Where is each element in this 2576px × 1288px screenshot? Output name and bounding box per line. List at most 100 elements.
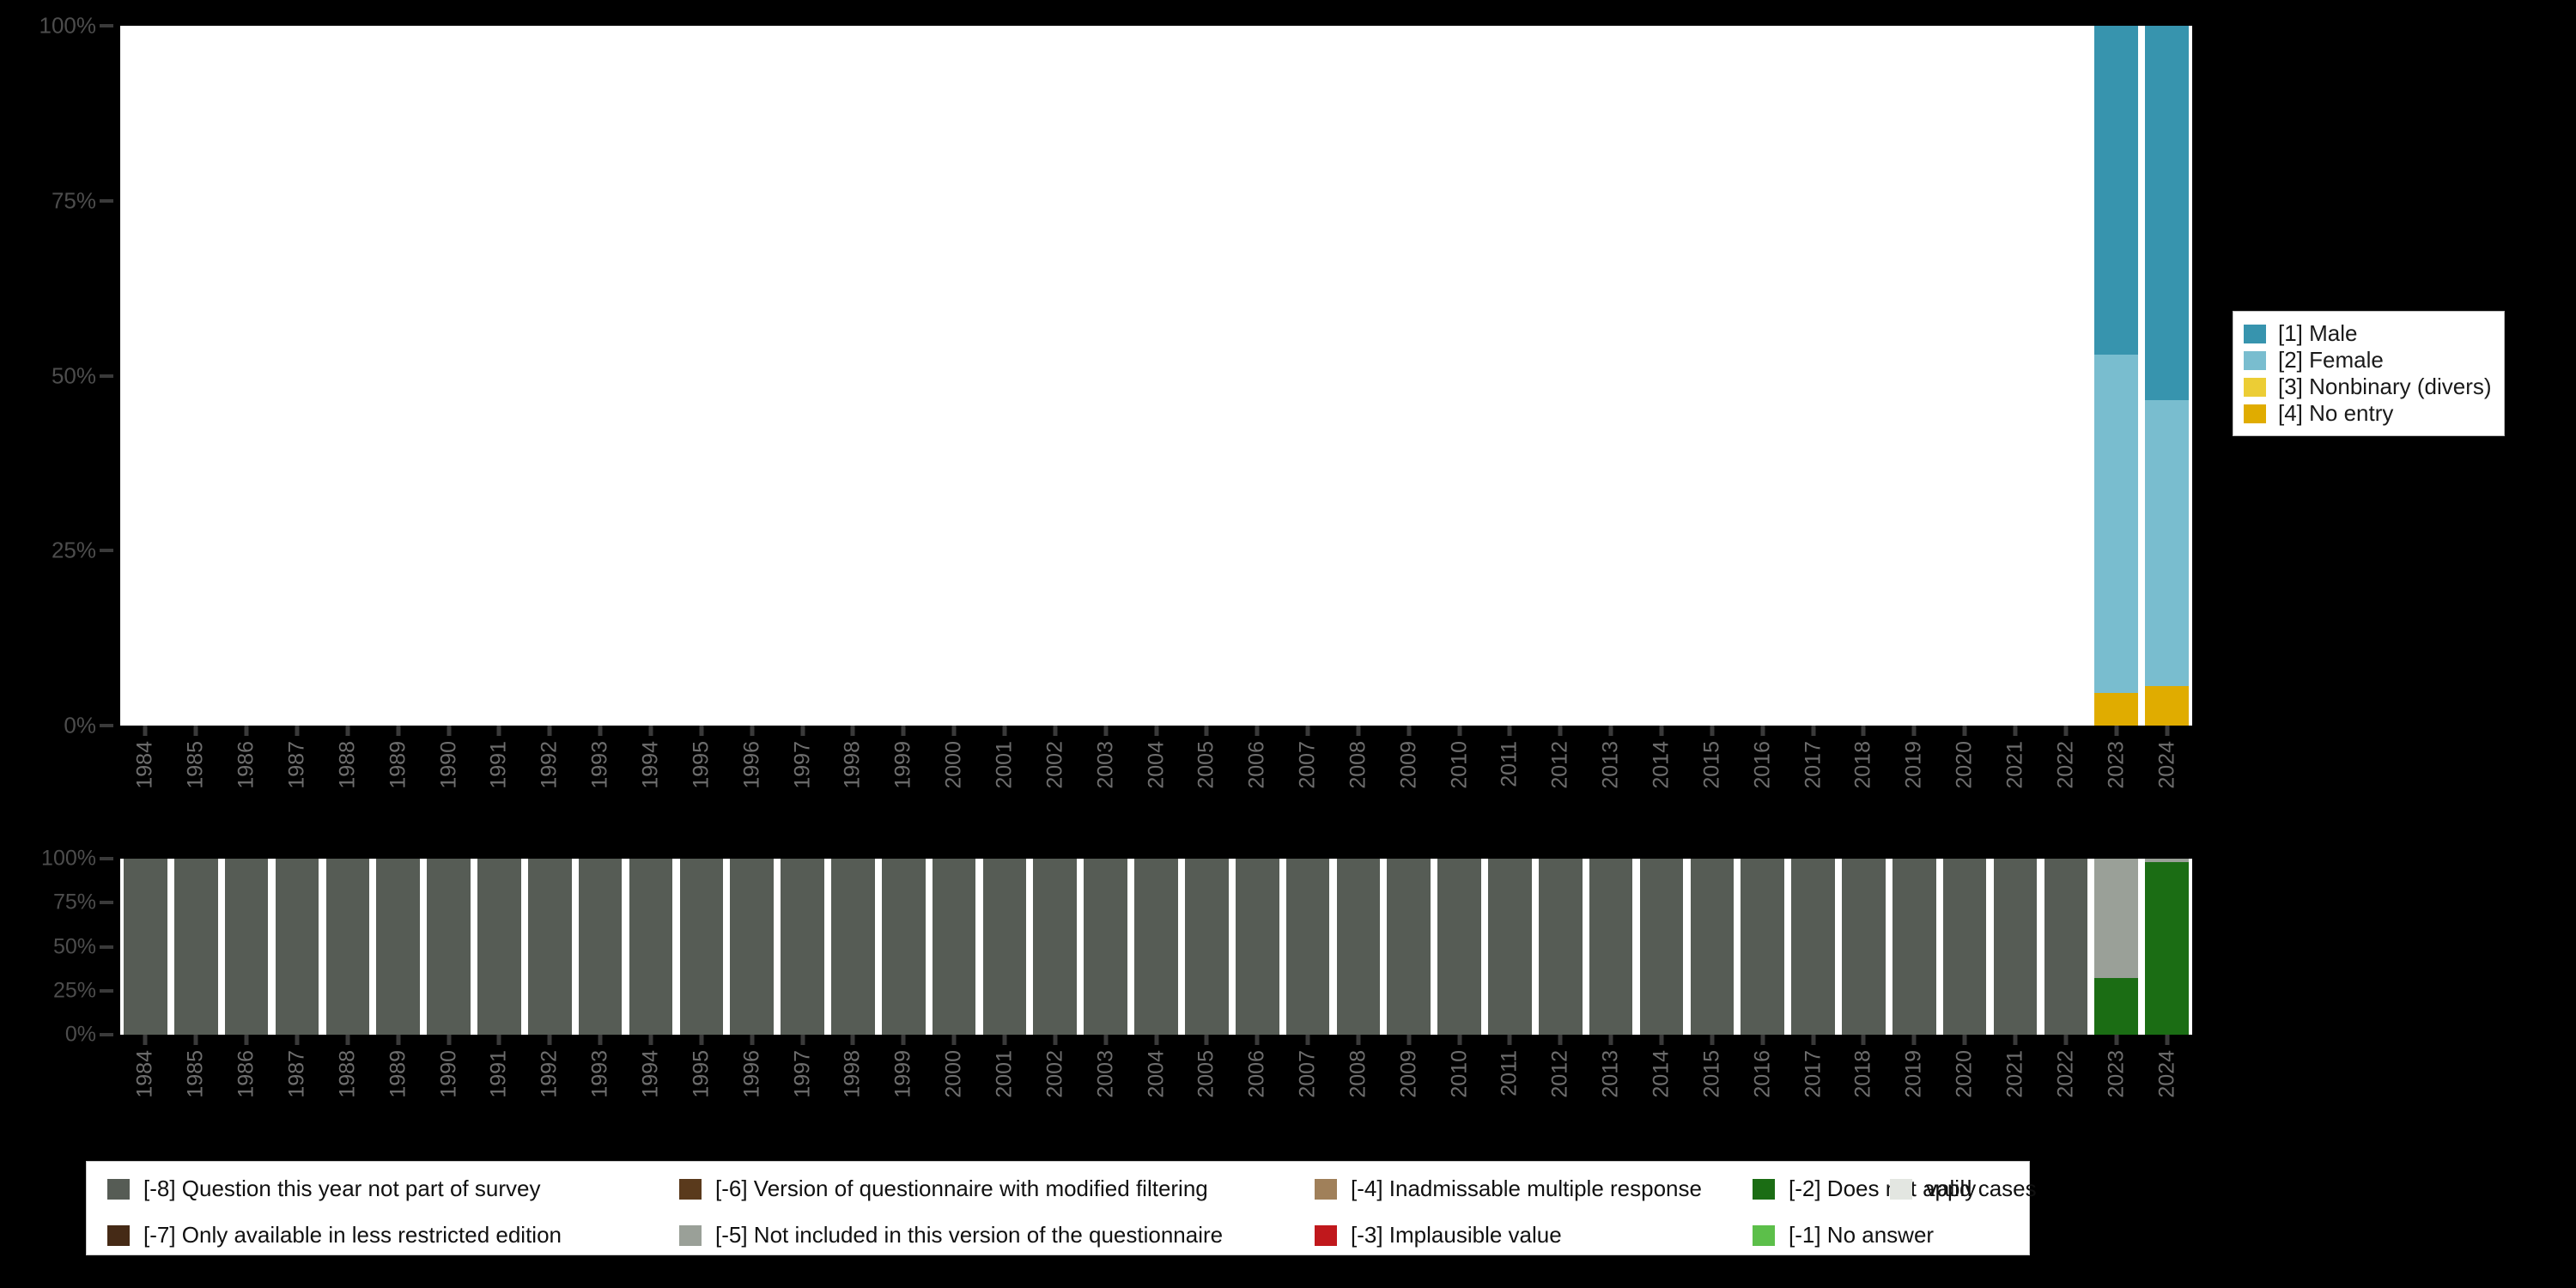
legend-item[interactable]: [-2] Does not apply <box>1753 1176 1976 1202</box>
bar-2021[interactable] <box>1993 859 2038 1035</box>
bar-segment[interactable] <box>2145 400 2189 686</box>
bar-1985[interactable] <box>173 859 218 1035</box>
bar-1986[interactable] <box>224 859 269 1035</box>
bar-2023[interactable] <box>2094 26 2139 726</box>
bar-segment[interactable] <box>629 859 673 1035</box>
legend-item[interactable]: [-5] Not included in this version of the… <box>679 1222 1223 1249</box>
bar-segment[interactable] <box>1185 859 1229 1035</box>
bar-2024[interactable] <box>2145 26 2189 726</box>
bar-segment[interactable] <box>1690 859 1735 1035</box>
bar-segment[interactable] <box>325 859 370 1035</box>
bar-2004[interactable] <box>1134 859 1178 1035</box>
bar-2011[interactable] <box>1488 859 1532 1035</box>
bar-2024[interactable] <box>2145 859 2189 1035</box>
bar-1994[interactable] <box>629 859 673 1035</box>
bar-segment[interactable] <box>578 859 623 1035</box>
legend-item[interactable]: [-4] Inadmissable multiple response <box>1315 1176 1702 1202</box>
bar-segment[interactable] <box>1539 859 1583 1035</box>
bar-segment[interactable] <box>1639 859 1684 1035</box>
bar-2009[interactable] <box>1387 859 1431 1035</box>
bar-segment[interactable] <box>1285 859 1330 1035</box>
bar-2006[interactable] <box>1235 859 1279 1035</box>
bar-segment[interactable] <box>1387 859 1431 1035</box>
bar-segment[interactable] <box>1993 859 2038 1035</box>
bar-2014[interactable] <box>1639 859 1684 1035</box>
bar-segment[interactable] <box>2094 978 2139 1035</box>
bar-2016[interactable] <box>1741 859 1785 1035</box>
bar-2001[interactable] <box>982 859 1027 1035</box>
bar-1996[interactable] <box>730 859 774 1035</box>
bar-2017[interactable] <box>1791 859 1835 1035</box>
bar-segment[interactable] <box>1892 859 1936 1035</box>
legend-item[interactable]: [2] Female <box>2244 347 2492 374</box>
legend-item[interactable]: [4] No entry <box>2244 400 2492 427</box>
bar-1988[interactable] <box>325 859 370 1035</box>
legend-item[interactable]: [3] Nonbinary (divers) <box>2244 374 2492 400</box>
bar-segment[interactable] <box>527 859 572 1035</box>
bar-2008[interactable] <box>1336 859 1381 1035</box>
bar-segment[interactable] <box>1488 859 1532 1035</box>
bar-segment[interactable] <box>2145 685 2189 726</box>
legend-item[interactable]: [-3] Implausible value <box>1315 1222 1562 1249</box>
bar-1987[interactable] <box>275 859 319 1035</box>
bar-segment[interactable] <box>932 859 976 1035</box>
bar-2022[interactable] <box>2044 859 2088 1035</box>
bar-1993[interactable] <box>578 859 623 1035</box>
legend-item[interactable]: valid cases <box>1890 1176 2037 1202</box>
bar-segment[interactable] <box>2145 859 2189 863</box>
legend-item[interactable]: [1] Male <box>2244 320 2492 347</box>
bar-2018[interactable] <box>1842 859 1886 1035</box>
legend-item[interactable]: [-8] Question this year not part of surv… <box>107 1176 540 1202</box>
bar-segment[interactable] <box>679 859 724 1035</box>
bar-1984[interactable] <box>124 859 167 1035</box>
bar-1990[interactable] <box>427 859 471 1035</box>
legend-item[interactable]: [-1] No answer <box>1753 1222 1934 1249</box>
bar-2020[interactable] <box>1942 859 1987 1035</box>
bar-segment[interactable] <box>1842 859 1886 1035</box>
bar-segment[interactable] <box>173 859 218 1035</box>
bar-segment[interactable] <box>376 859 420 1035</box>
bar-segment[interactable] <box>1589 859 1633 1035</box>
bar-segment[interactable] <box>1235 859 1279 1035</box>
bar-segment[interactable] <box>2094 859 2139 979</box>
bar-segment[interactable] <box>1134 859 1178 1035</box>
bar-segment[interactable] <box>730 859 774 1035</box>
bar-2005[interactable] <box>1185 859 1229 1035</box>
bar-segment[interactable] <box>477 859 521 1035</box>
bar-segment[interactable] <box>1336 859 1381 1035</box>
bar-segment[interactable] <box>881 859 926 1035</box>
bar-segment[interactable] <box>275 859 319 1035</box>
legend-item[interactable]: [-6] Version of questionnaire with modif… <box>679 1176 1208 1202</box>
bar-2023[interactable] <box>2094 859 2139 1035</box>
bar-2002[interactable] <box>1033 859 1078 1035</box>
bar-segment[interactable] <box>124 859 167 1035</box>
bar-segment[interactable] <box>2044 859 2088 1035</box>
bar-1991[interactable] <box>477 859 521 1035</box>
bar-segment[interactable] <box>1942 859 1987 1035</box>
bar-2019[interactable] <box>1892 859 1936 1035</box>
bar-segment[interactable] <box>2145 26 2189 401</box>
bar-2010[interactable] <box>1437 859 1481 1035</box>
bar-segment[interactable] <box>2094 355 2139 693</box>
bar-segment[interactable] <box>2094 692 2139 726</box>
bar-1997[interactable] <box>781 859 824 1035</box>
bar-1998[interactable] <box>831 859 875 1035</box>
bar-segment[interactable] <box>2145 862 2189 1035</box>
bar-segment[interactable] <box>831 859 875 1035</box>
bar-segment[interactable] <box>224 859 269 1035</box>
bar-segment[interactable] <box>2094 26 2139 355</box>
bar-2012[interactable] <box>1539 859 1583 1035</box>
bar-segment[interactable] <box>427 859 471 1035</box>
bar-1995[interactable] <box>679 859 724 1035</box>
bar-segment[interactable] <box>1084 859 1127 1035</box>
bar-segment[interactable] <box>982 859 1027 1035</box>
bar-segment[interactable] <box>1437 859 1481 1035</box>
bar-1992[interactable] <box>527 859 572 1035</box>
bar-segment[interactable] <box>1791 859 1835 1035</box>
bar-1999[interactable] <box>881 859 926 1035</box>
bar-2013[interactable] <box>1589 859 1633 1035</box>
bar-1989[interactable] <box>376 859 420 1035</box>
bar-2007[interactable] <box>1285 859 1330 1035</box>
bar-segment[interactable] <box>1033 859 1078 1035</box>
bar-segment[interactable] <box>1741 859 1785 1035</box>
